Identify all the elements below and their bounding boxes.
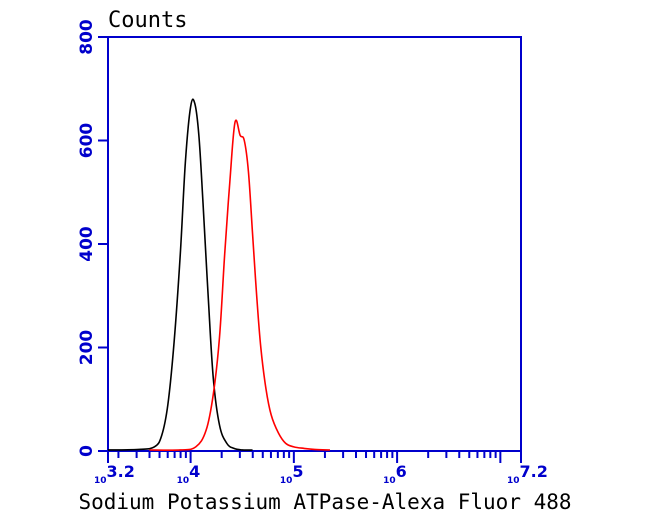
x-tick-base: 10 — [94, 476, 107, 486]
x-tick-label: 105 — [280, 462, 304, 486]
x-tick-label: 103.2 — [94, 462, 135, 486]
y-tick-label: 400 — [77, 226, 97, 262]
y-tick-label: 200 — [77, 330, 97, 366]
x-axis-label: Sodium Potassium ATPase-Alexa Fluor 488 — [78, 490, 572, 514]
x-tick-base: 10 — [177, 476, 190, 486]
y-axis-ticks: 0 200 400 600 800 — [77, 19, 108, 457]
x-tick-exponent: 3.2 — [107, 462, 135, 481]
x-axis-ticks: 103.2 104 105 106 107.2 — [94, 451, 548, 486]
x-tick-exponent: 4 — [189, 462, 200, 481]
y-tick-label: 800 — [77, 19, 97, 55]
x-tick-label: 107.2 — [507, 462, 548, 486]
series-group — [107, 98, 331, 452]
black-histogram-line — [107, 98, 253, 451]
y-tick-label: 600 — [77, 123, 97, 159]
x-tick-exponent: 5 — [292, 462, 303, 481]
x-tick-exponent: 7.2 — [520, 462, 548, 481]
x-tick-exponent: 6 — [396, 462, 407, 481]
red-histogram-line — [149, 119, 331, 452]
y-axis-label: Counts — [108, 8, 188, 33]
x-tick-base: 10 — [383, 476, 396, 486]
x-tick-base: 10 — [507, 476, 520, 486]
x-tick-label: 106 — [383, 462, 407, 486]
x-tick-base: 10 — [280, 476, 293, 486]
y-tick-label: 0 — [77, 445, 97, 457]
x-tick-label: 104 — [177, 462, 201, 486]
